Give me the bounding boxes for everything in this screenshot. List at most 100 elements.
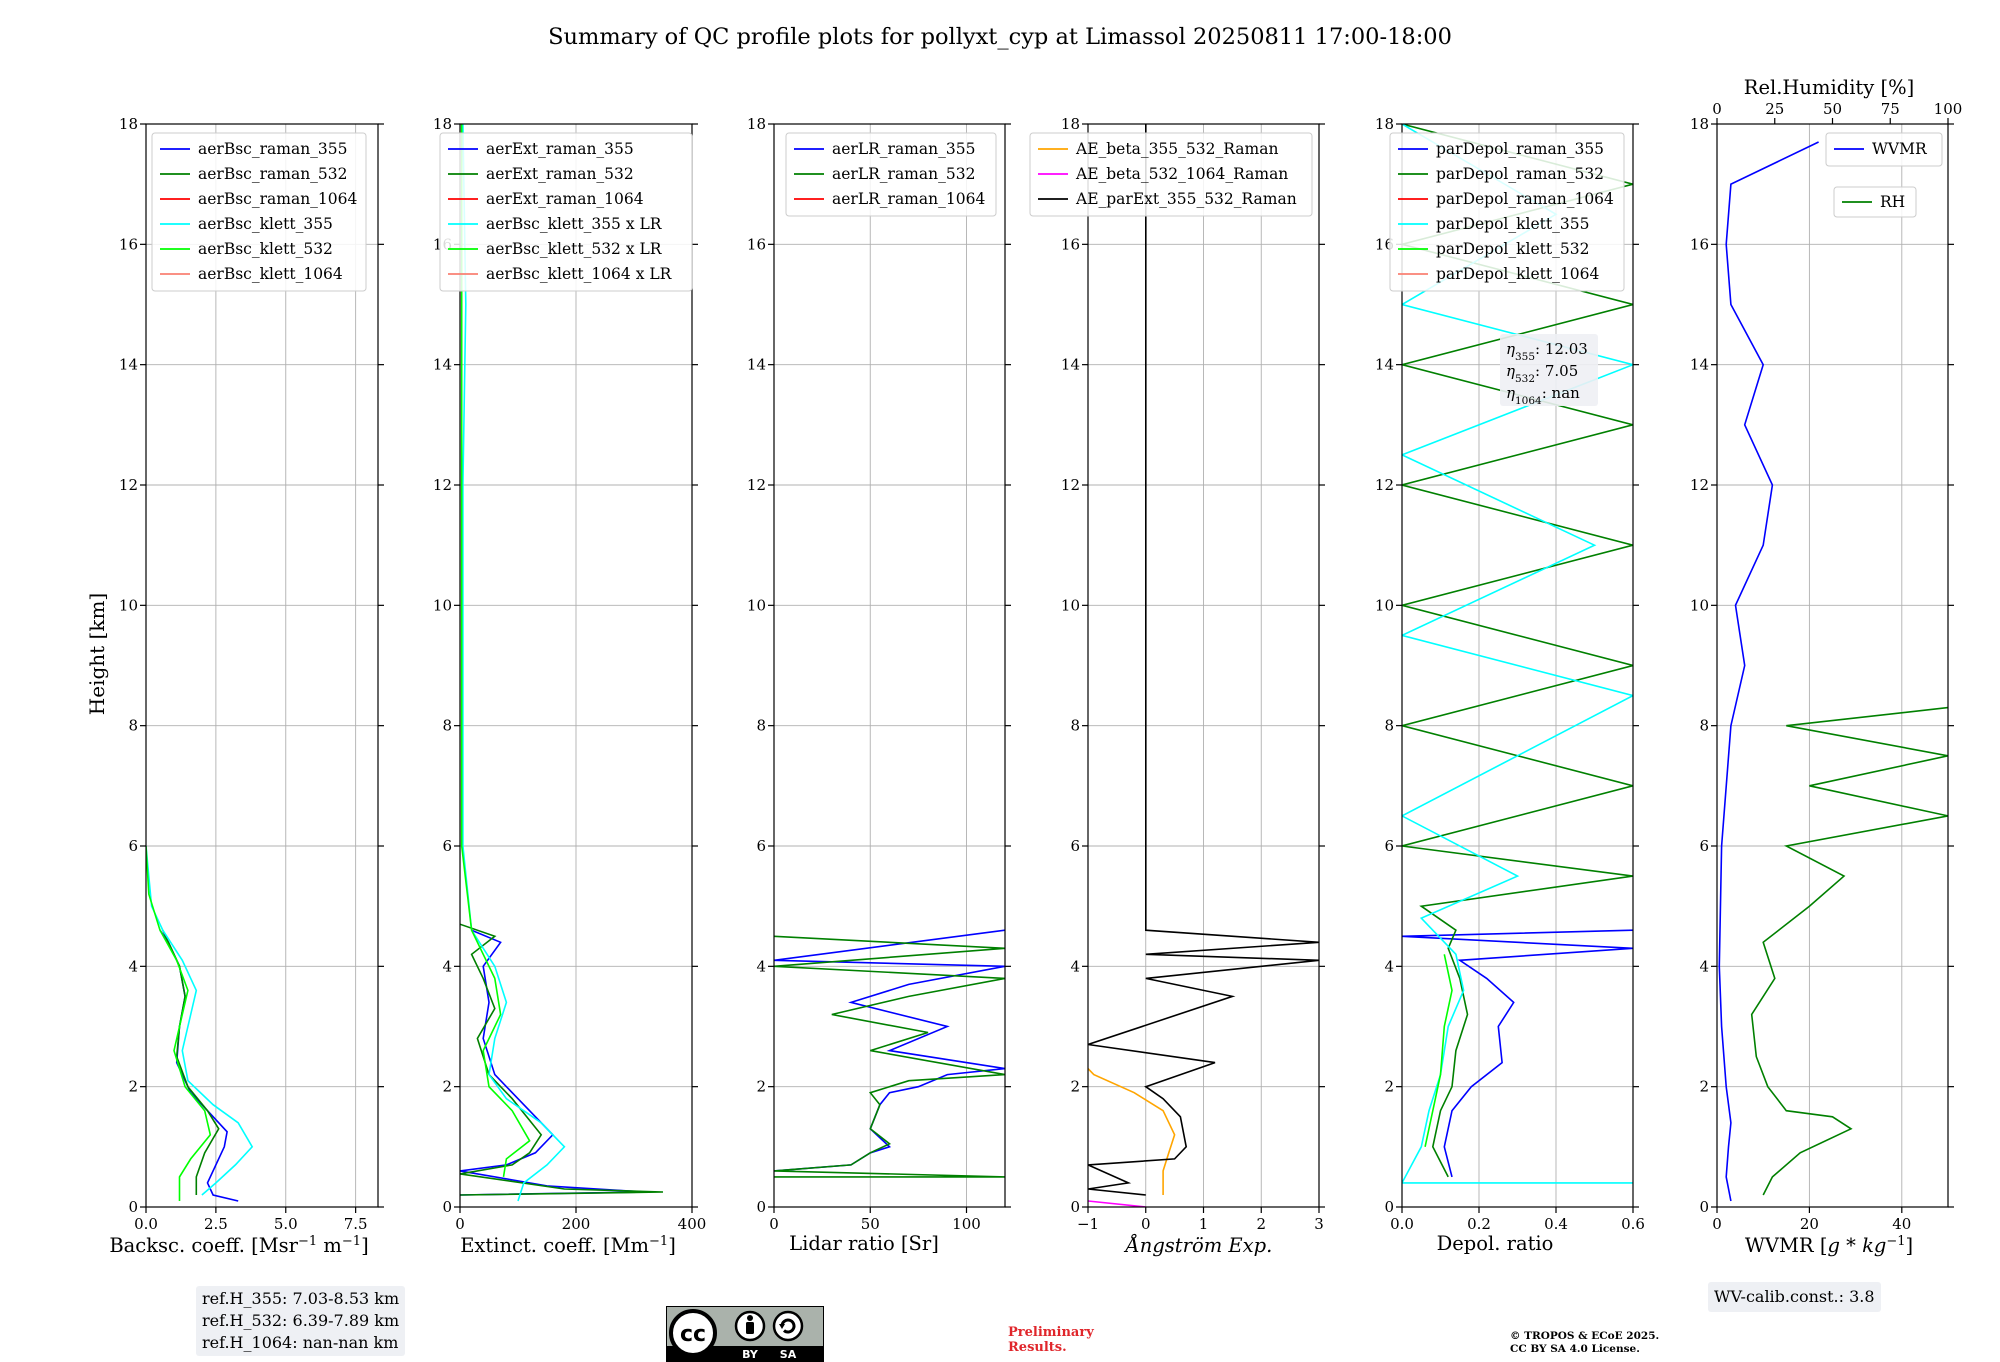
ytick-label: 6 [1384, 837, 1394, 855]
ytick-label: 10 [433, 596, 452, 614]
ytick-label: 14 [1690, 356, 1709, 374]
ytick-label: 12 [1375, 476, 1394, 494]
ytick-label: 18 [1690, 115, 1709, 133]
ytick-label: 2 [1070, 1078, 1080, 1096]
cc-logo-by: BY [742, 1348, 759, 1361]
xtick-label: 200 [562, 1215, 591, 1233]
ref-height-532: ref.H_532: 6.39-7.89 km [202, 1311, 400, 1330]
legend-label: parDepol_raman_355 [1436, 140, 1604, 158]
ytick-label: 4 [128, 957, 138, 975]
legend-label: aerBsc_klett_532 [198, 240, 333, 258]
xtick-label: 20 [1800, 1215, 1819, 1233]
xtick-label: 0.0 [134, 1215, 158, 1233]
ytick-label: 2 [442, 1078, 452, 1096]
xtick-label: 0.0 [1390, 1215, 1414, 1233]
series-parDepol_raman_355 [1402, 929, 1633, 1178]
xtick-label: 2.5 [204, 1215, 228, 1233]
xtick-label: 2 [1256, 1215, 1266, 1233]
xtick-label: 7.5 [344, 1215, 368, 1233]
legend-label: aerExt_raman_355 [486, 140, 634, 158]
ytick-label: 8 [1384, 717, 1394, 735]
legend-label: aerBsc_raman_532 [198, 165, 348, 183]
legend-label: parDepol_klett_532 [1436, 240, 1589, 258]
xtick-label: 0.2 [1467, 1215, 1491, 1233]
ytick-label: 10 [1690, 596, 1709, 614]
eta-box: η355: 12.03 η532: 7.05 η1064: nan [1500, 334, 1598, 407]
series-WVMR [1718, 141, 1819, 1202]
series-parDepol_klett_355 [1402, 124, 1633, 1184]
xtick-label: 0.4 [1544, 1215, 1568, 1233]
legend-label: AE_beta_532_1064_Raman [1075, 165, 1288, 183]
series-group [146, 845, 254, 1202]
ytick-label: 12 [1690, 476, 1709, 494]
svg-text:η1064: nan: η1064: nan [1506, 384, 1580, 407]
ytick-label: 10 [1061, 596, 1080, 614]
y-axis-label: Height [km] [85, 593, 109, 715]
xtick-label: −1 [1077, 1215, 1099, 1233]
ytick-label: 16 [747, 235, 766, 253]
series-aerLR_raman_355 [774, 929, 1005, 1172]
legend-backscatter: aerBsc_raman_355 aerBsc_raman_532 aerBsc_r… [151, 132, 367, 292]
ytick-label: 14 [747, 356, 766, 374]
legend-label: aerExt_raman_532 [486, 165, 634, 183]
legend-label: parDepol_raman_1064 [1436, 190, 1614, 208]
series-aerBsc_klett_355 [146, 845, 254, 1196]
ytick-label: 6 [128, 837, 138, 855]
legend-label: aerBsc_raman_355 [198, 140, 348, 158]
series-group [1718, 141, 1948, 1202]
xtick-label: 100 [952, 1215, 981, 1233]
legend-depol: parDepol_raman_355 parDepol_raman_532 parD… [1389, 132, 1625, 292]
ytick-label: 0 [756, 1198, 766, 1216]
ytick-label: 4 [756, 957, 766, 975]
xtick-label: 0 [455, 1215, 465, 1233]
ytick-label: 12 [433, 476, 452, 494]
xtick-label: 40 [1892, 1215, 1911, 1233]
legend-wvmr: WVMR RH [1825, 132, 1943, 218]
ytick-label: 8 [442, 717, 452, 735]
ytick-label: 18 [119, 115, 138, 133]
series-group [1402, 124, 1633, 1184]
series-parDepol_klett_532 [1424, 954, 1453, 1147]
ytick-label: 2 [1384, 1078, 1394, 1096]
top-xtick-label: 100 [1934, 100, 1963, 118]
xlabel-wvmr: WVMR [g * kg−1] [1745, 1234, 1913, 1258]
ytick-label: 0 [1070, 1198, 1080, 1216]
axes-frame [145, 123, 379, 1208]
cc-logo-cc: cc [680, 1322, 706, 1347]
legend-label: aerLR_raman_532 [832, 165, 975, 183]
ytick-label: 4 [1070, 957, 1080, 975]
cc-by-sa-logo: cc BY SA [666, 1306, 824, 1362]
ytick-label: 10 [119, 596, 138, 614]
ytick-label: 10 [747, 596, 766, 614]
series-aerLR_raman_532 [774, 935, 1005, 1178]
xtick-label: 0 [1712, 1215, 1722, 1233]
wv-calibration-constant: WV-calib.const.: 3.8 [1714, 1287, 1875, 1306]
ref-height-355: ref.H_355: 7.03-8.53 km [202, 1289, 400, 1308]
ytick-label: 14 [433, 356, 452, 374]
ytick-label: 4 [1384, 957, 1394, 975]
ytick-label: 4 [1699, 957, 1709, 975]
series-RH [1750, 706, 1948, 1196]
reference-heights-box: ref.H_355: 7.03-8.53 km ref.H_532: 6.39-… [196, 1286, 406, 1356]
ytick-label: 14 [1375, 356, 1394, 374]
legend-label: WVMR [1872, 140, 1928, 158]
ytick-label: 18 [747, 115, 766, 133]
axes-frame [1716, 123, 1949, 1208]
series-group [774, 929, 1005, 1178]
ytick-label: 12 [1061, 476, 1080, 494]
series-group [460, 124, 664, 1202]
ytick-label: 16 [1690, 235, 1709, 253]
series-aerExt_raman_355 [460, 929, 646, 1196]
legend-label: AE_beta_355_532_Raman [1075, 140, 1278, 158]
figure-title: Summary of QC profile plots for pollyxt_… [548, 24, 1452, 50]
series-group [1088, 124, 1319, 1207]
legend-label: parDepol_klett_1064 [1436, 265, 1599, 283]
ytick-label: 16 [119, 235, 138, 253]
legend-label: aerBsc_klett_532 x LR [486, 240, 663, 258]
top-xtick-label: 75 [1881, 100, 1900, 118]
panel-depol: 0 2 4 6 8 10 12 14 16 18 0.0 0.2 0.4 0.6 parDepol_rama… [1375, 115, 1645, 1233]
xlabel-depol: Depol. ratio [1437, 1232, 1554, 1255]
